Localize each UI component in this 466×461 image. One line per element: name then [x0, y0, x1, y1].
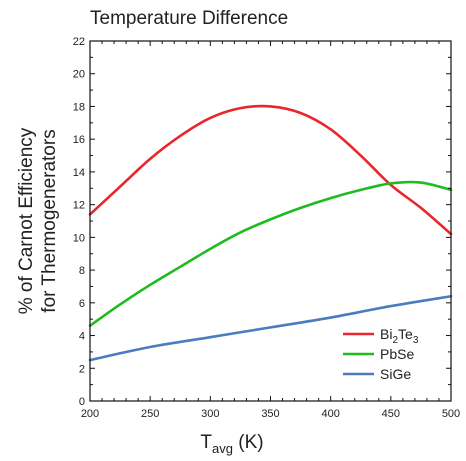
y-tick-label: 6 [79, 298, 85, 310]
series-line-bi2te3 [88, 104, 453, 236]
legend-label-bi2te3: Bi2Te3 [380, 326, 419, 346]
y-tick-label: 16 [73, 134, 85, 146]
y-tick-label: 0 [79, 396, 85, 408]
x-tick-label: 500 [442, 408, 460, 420]
series-line-sige [88, 294, 453, 362]
x-tick-label: 300 [201, 408, 219, 420]
plot-area: 0 2 4 6 8 10 12 14 16 18 20 22 200 250 300 350 400 450 500 [73, 36, 460, 420]
y-tick-label: 22 [73, 36, 85, 48]
y-tick-label: 10 [73, 232, 85, 244]
y-tick-label: 4 [79, 331, 85, 343]
chart-title: Temperature Difference [90, 8, 288, 29]
x-tick-label: 200 [81, 408, 99, 420]
legend-label-sige: SiGe [380, 366, 411, 382]
x-tick-label: 350 [261, 408, 279, 420]
y-tick-label: 14 [73, 167, 85, 179]
x-tick-label: 450 [382, 408, 400, 420]
x-axis-title: Tavg (K) [200, 432, 263, 456]
legend-label-pbse: PbSe [380, 346, 414, 362]
x-axis-title-subscript: avg [212, 441, 233, 456]
y-tick-label: 8 [79, 265, 85, 277]
y-axis-title-line-2: for Thermogenerators [39, 129, 60, 312]
series-line-pbse [88, 180, 453, 328]
y-tick-label: 12 [73, 200, 85, 212]
y-tick-label: 18 [73, 101, 85, 113]
y-tick-label: 20 [73, 69, 85, 81]
x-tick-label: 250 [141, 408, 159, 420]
x-axis-title-main: T [200, 432, 212, 453]
y-tick-label: 2 [79, 363, 85, 375]
x-tick-label: 400 [321, 408, 339, 420]
x-axis-title-unit: (K) [233, 432, 264, 453]
y-axis-title-line-1: % of Carnot Efficiency [16, 127, 37, 314]
